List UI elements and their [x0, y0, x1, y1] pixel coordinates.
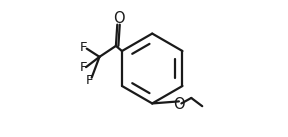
- Text: F: F: [86, 74, 93, 87]
- Text: O: O: [173, 97, 185, 112]
- Text: F: F: [80, 41, 88, 54]
- Text: F: F: [79, 61, 87, 74]
- Text: O: O: [113, 11, 124, 26]
